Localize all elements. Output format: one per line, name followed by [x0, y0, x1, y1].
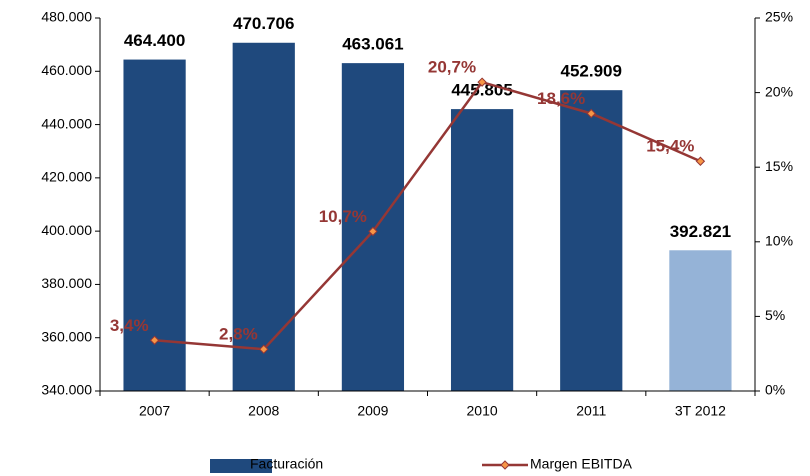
bar	[669, 250, 732, 391]
y-tick-label: 480.000	[41, 9, 92, 25]
legend-swatch	[210, 459, 272, 473]
bar	[232, 42, 295, 391]
y-tick-label: 440.000	[41, 115, 92, 131]
x-tick-label: 2009	[357, 403, 388, 419]
line-value-label: 10,7%	[319, 207, 367, 226]
y2-tick-label: 5%	[765, 307, 785, 323]
line-marker	[586, 108, 596, 119]
bar-value-label: 470.706	[233, 14, 294, 33]
x-tick-label: 2008	[248, 403, 279, 419]
x-tick-label: 2011	[576, 403, 606, 419]
bar-value-label: 464.400	[124, 31, 185, 50]
y-tick-label: 340.000	[41, 382, 92, 398]
line-value-label: 18,6%	[537, 89, 585, 108]
y2-tick-label: 15%	[765, 158, 793, 174]
bar-value-label: 392.821	[670, 222, 731, 241]
y-tick-label: 380.000	[41, 275, 92, 291]
y2-tick-label: 25%	[765, 9, 793, 25]
line-value-label: 15,4%	[646, 137, 694, 156]
legend-label: Margen EBITDA	[530, 456, 633, 472]
legend-marker	[500, 460, 510, 470]
bar	[560, 90, 623, 391]
x-tick-label: 2007	[139, 403, 170, 419]
line-marker	[149, 335, 160, 345]
bar-value-label: 463.061	[342, 35, 403, 54]
line-marker	[259, 344, 269, 354]
line-marker	[695, 156, 706, 166]
line-marker	[368, 226, 378, 237]
line-value-label: 3,4%	[110, 316, 149, 335]
y-tick-label: 420.000	[41, 169, 92, 185]
x-tick-label: 3T 2012	[675, 403, 726, 419]
bar-value-label: 452.909	[561, 62, 622, 81]
line-marker	[477, 77, 487, 87]
x-tick-label: 2010	[467, 403, 498, 419]
y2-tick-label: 10%	[765, 233, 793, 249]
y2-tick-label: 0%	[765, 382, 785, 398]
line	[154, 80, 701, 351]
bar	[450, 109, 514, 391]
y-tick-label: 460.000	[41, 62, 92, 78]
legend-label: Facturación	[250, 456, 323, 472]
y2-tick-label: 20%	[765, 83, 793, 99]
y-tick-label: 360.000	[41, 328, 92, 344]
line-value-label: 2,8%	[219, 325, 258, 344]
y-tick-label: 400.000	[41, 222, 92, 238]
line-value-label: 20,7%	[428, 58, 476, 77]
